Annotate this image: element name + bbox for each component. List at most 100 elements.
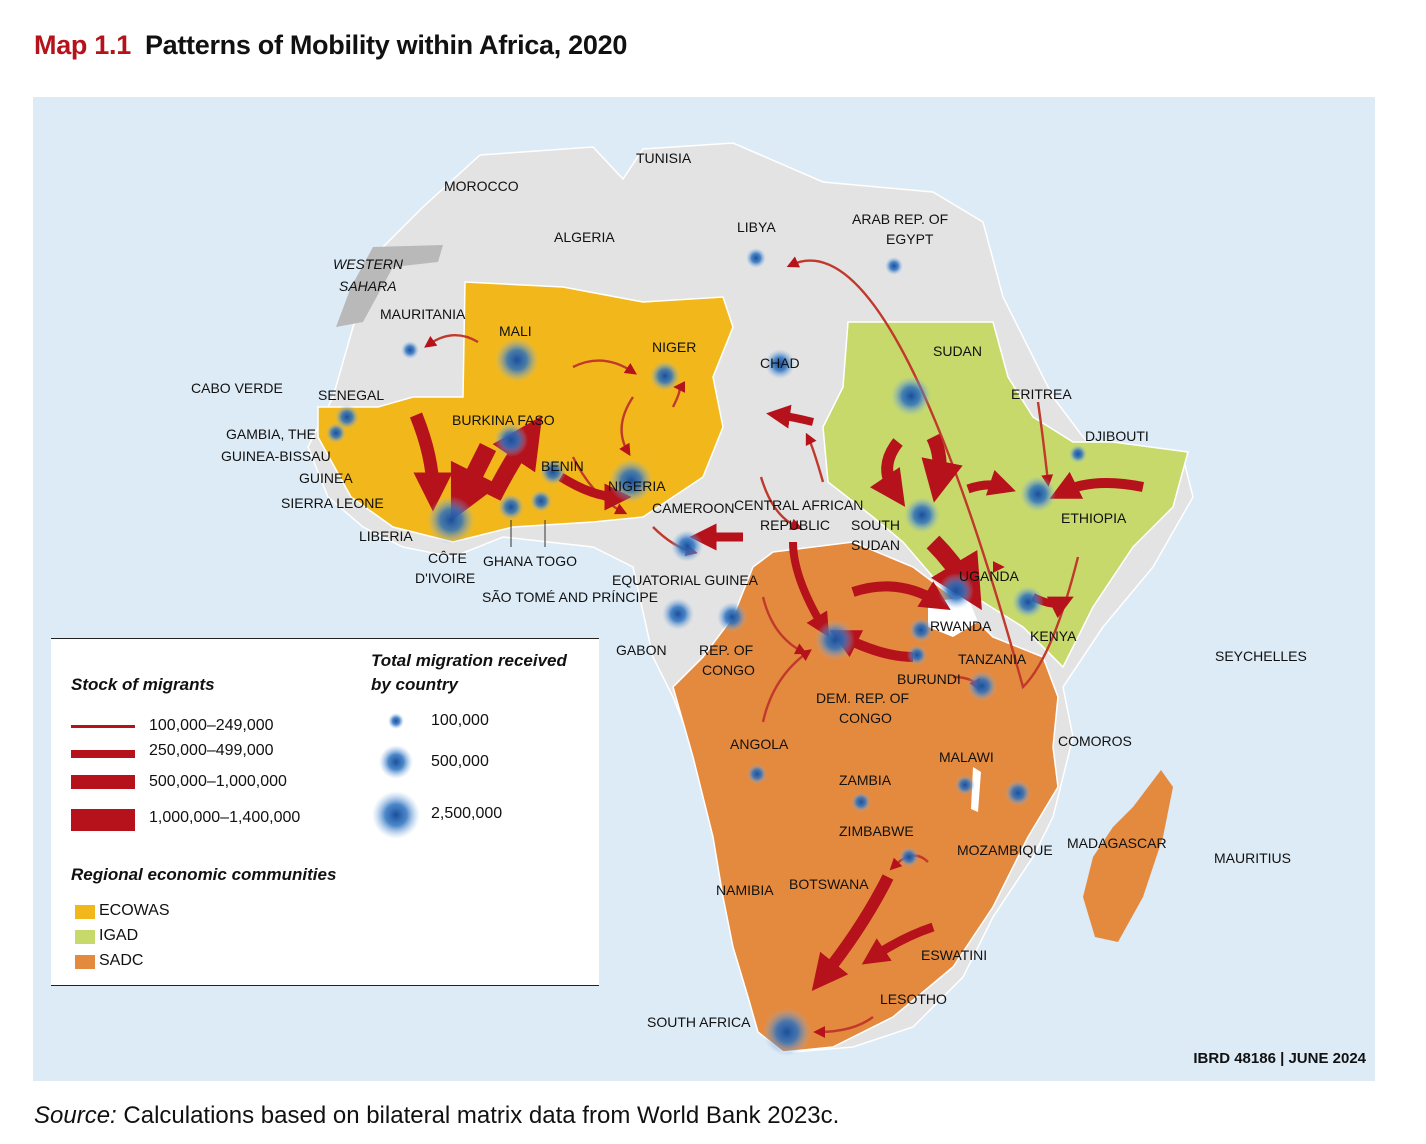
bubble-cameroon <box>671 530 703 562</box>
bubble-chad <box>765 349 795 379</box>
label-ghana: GHANA <box>483 553 533 569</box>
label-botswana: BOTSWANA <box>789 876 869 892</box>
bubble-zimbabwe <box>899 847 919 867</box>
legend-rec-header: Regional economic communities <box>71 865 337 884</box>
label-namibia: NAMIBIA <box>716 882 774 898</box>
stock-swatch-2 <box>71 750 135 758</box>
label-malawi: MALAWI <box>939 749 994 765</box>
western-sahara-shape <box>336 245 443 327</box>
label-gambia: GAMBIA, THE <box>226 426 316 442</box>
label-western-sahara-1: WESTERN <box>333 256 404 272</box>
label-car-1: CENTRAL AFRICAN <box>734 497 863 513</box>
bubble-congo <box>717 602 747 632</box>
bubble-nigeria <box>609 459 653 503</box>
label-cameroon: CAMEROON <box>652 500 734 516</box>
thick-flows <box>409 404 1144 992</box>
sadc-swatch <box>75 955 95 969</box>
label-drc-1: DEM. REP. OF <box>816 690 909 706</box>
label-cote-divoire-1: CÔTE <box>428 550 467 566</box>
label-morocco: MOROCCO <box>444 178 519 194</box>
label-egypt-1: ARAB REP. OF <box>852 211 948 227</box>
rec-item-sadc: SADC <box>99 952 144 969</box>
label-eritrea: ERITREA <box>1011 386 1072 402</box>
label-car-2: REPUBLIC <box>760 517 830 533</box>
label-angola: ANGOLA <box>730 736 789 752</box>
label-sudan: SUDAN <box>933 343 982 359</box>
bubble-djibouti <box>1069 445 1087 463</box>
bubble-malawi <box>955 775 975 795</box>
stock-swatch-4 <box>71 809 135 831</box>
label-equatorial-guinea: EQUATORIAL GUINEA <box>612 572 759 588</box>
source-note: Source: Calculations based on bilateral … <box>34 1102 839 1130</box>
igad-swatch <box>75 930 95 944</box>
label-mozambique: MOZAMBIQUE <box>957 842 1053 858</box>
label-cabo-verde: CABO VERDE <box>191 380 283 396</box>
bubble-senegal <box>335 405 359 429</box>
label-south-africa: SOUTH AFRICA <box>647 1014 751 1030</box>
label-gabon: GABON <box>616 642 667 658</box>
label-libya: LIBYA <box>737 219 776 235</box>
stock-item-4: 1,000,000–1,400,000 <box>149 809 301 826</box>
label-mauritania: MAURITANIA <box>380 306 466 322</box>
label-ethiopia: ETHIOPIA <box>1061 510 1127 526</box>
label-western-sahara-2: SAHARA <box>339 278 397 294</box>
label-madagascar: MADAGASCAR <box>1067 835 1167 851</box>
label-algeria: ALGERIA <box>554 229 615 245</box>
bubble-swatch-large <box>372 791 420 839</box>
bubble-gambia <box>326 423 346 443</box>
bubble-south-sudan <box>904 497 940 533</box>
label-tunisia: TUNISIA <box>636 150 692 166</box>
bubble-mauritania <box>401 341 419 359</box>
label-nigeria: NIGERIA <box>608 478 666 494</box>
bubble-rwanda <box>909 618 933 642</box>
map-credit: IBRD 48186 | JUNE 2024 <box>1193 1050 1366 1067</box>
legend-stock-header: Stock of migrants <box>71 675 215 694</box>
map-legend: Stock of migrants Total migration receiv… <box>51 638 599 986</box>
bubble-ethiopia <box>1020 476 1056 512</box>
label-eswatini: ESWATINI <box>921 947 987 963</box>
bubble-swatch-small <box>388 713 404 729</box>
label-south-sudan-2: SUDAN <box>851 537 900 553</box>
label-rwanda: RWANDA <box>930 618 992 634</box>
label-egypt-2: EGYPT <box>886 231 934 247</box>
bubble-libya <box>746 248 766 268</box>
bubble-tanzania <box>967 671 997 701</box>
label-kenya: KENYA <box>1030 628 1077 644</box>
rec-item-ecowas: ECOWAS <box>99 902 170 919</box>
label-senegal: SENEGAL <box>318 387 384 403</box>
bubble-burundi <box>907 645 927 665</box>
bubble-mozambique <box>1005 780 1031 806</box>
label-zimbabwe: ZIMBABWE <box>839 823 914 839</box>
stock-item-1: 100,000–249,000 <box>149 717 274 734</box>
bubble-egypt <box>885 257 903 275</box>
bubble-zambia <box>851 792 871 812</box>
bubble-swatches <box>372 713 420 839</box>
label-mauritius: MAURITIUS <box>1214 850 1291 866</box>
bubble-south-africa <box>763 1008 811 1056</box>
bubble-togo <box>530 490 552 512</box>
country-labels: TUNISIA MOROCCO ALGERIA LIBYA ARAB REP. … <box>191 150 1307 1030</box>
bubble-benin <box>540 459 566 485</box>
label-sierra-leone: SIERRA LEONE <box>281 495 384 511</box>
label-guinea: GUINEA <box>299 470 353 486</box>
bubble-ghana <box>498 494 524 520</box>
bubble-uganda <box>938 573 974 609</box>
bubble-cote-divoire <box>427 496 475 544</box>
label-cote-divoire-2: D'IVOIRE <box>415 570 475 586</box>
map-panel: TUNISIA MOROCCO ALGERIA LIBYA ARAB REP. … <box>33 97 1375 1081</box>
migration-item-3: 2,500,000 <box>431 805 503 822</box>
stock-item-3: 500,000–1,000,000 <box>149 773 287 790</box>
bubble-niger <box>650 361 680 391</box>
bubble-mali <box>495 338 539 382</box>
stock-item-2: 250,000–499,000 <box>149 742 274 759</box>
label-togo: TOGO <box>536 553 577 569</box>
bubble-angola <box>747 764 767 784</box>
label-burkina-faso: BURKINA FASO <box>452 412 555 428</box>
label-niger: NIGER <box>652 339 696 355</box>
label-congo-1: REP. OF <box>699 642 753 658</box>
label-congo-2: CONGO <box>702 662 755 678</box>
bubble-gabon <box>662 598 694 630</box>
migration-item-2: 500,000 <box>431 753 489 770</box>
stock-swatch-1 <box>71 725 135 728</box>
label-lesotho: LESOTHO <box>880 991 947 1007</box>
